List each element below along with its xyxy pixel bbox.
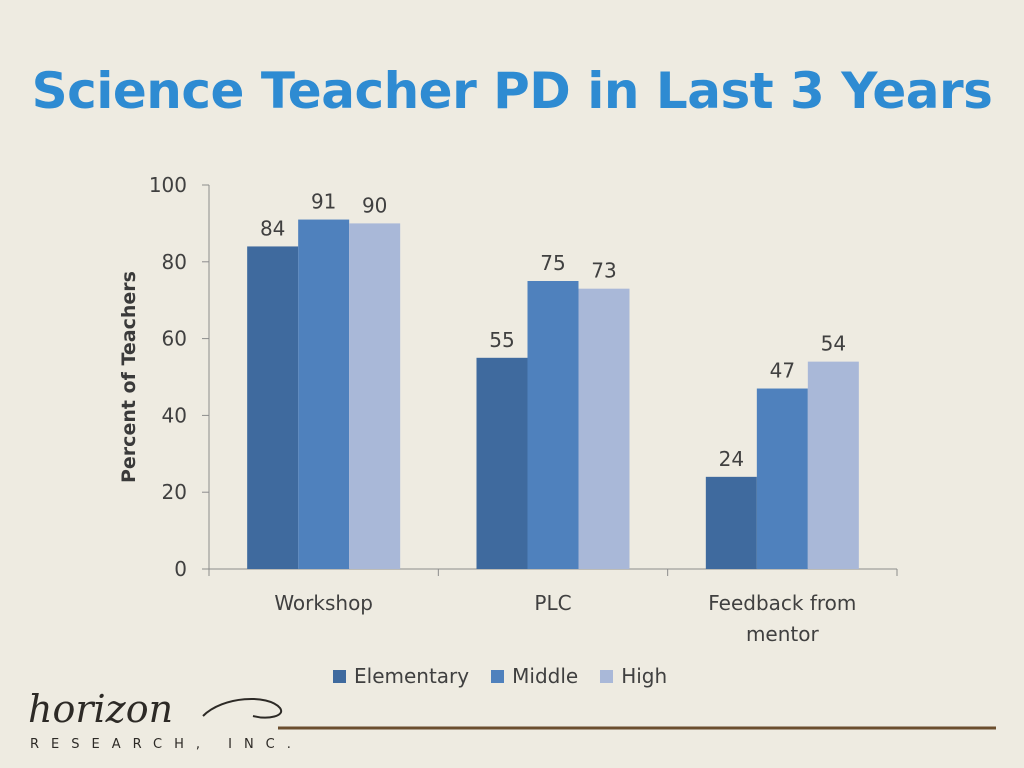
bar <box>349 223 401 569</box>
data-label: 90 <box>362 193 387 217</box>
y-tick-label: 100 <box>149 173 187 197</box>
y-tick-label: 20 <box>162 480 187 504</box>
data-label: 73 <box>591 259 616 283</box>
y-tick-label: 0 <box>174 557 187 581</box>
bar <box>527 281 579 569</box>
legend-item: Middle <box>491 664 578 688</box>
y-tick-label: 40 <box>162 403 187 427</box>
logo-subtitle: RESEARCH, INC. <box>30 737 303 752</box>
data-label: 91 <box>311 190 336 214</box>
legend-swatch <box>491 669 505 683</box>
chart-legend: Elementary Middle High <box>333 664 667 688</box>
y-tick-label: 60 <box>162 327 187 351</box>
data-label: 55 <box>489 328 514 352</box>
y-axis-title: Percent of Teachers <box>118 271 140 483</box>
x-category-label: PLC <box>534 591 571 615</box>
bar <box>247 246 299 569</box>
data-label: 84 <box>260 216 285 240</box>
bar <box>705 476 757 569</box>
slide-title: Science Teacher PD in Last 3 Years <box>31 62 993 120</box>
legend-label: Middle <box>512 664 579 688</box>
data-label: 54 <box>821 332 846 356</box>
bar <box>578 288 630 569</box>
bar <box>298 219 350 569</box>
logo-wordmark: horizon <box>28 687 173 731</box>
x-category-label: Workshop <box>274 591 373 615</box>
legend-item: Elementary <box>333 664 469 688</box>
legend-item: High <box>600 664 667 688</box>
legend-swatch <box>600 669 614 683</box>
y-tick-label: 80 <box>162 250 187 274</box>
legend-swatch <box>333 669 346 683</box>
bar-chart: 0 20 40 60 80 100 Percent of Teachers 84 55 24 91 7… <box>118 173 898 646</box>
bar <box>807 361 859 569</box>
data-label: 75 <box>540 251 565 275</box>
horizon-research-logo: horizon RESEARCH, INC. <box>28 687 996 752</box>
x-category-label: Feedback from mentor <box>708 591 856 646</box>
logo-swoosh <box>202 698 283 719</box>
data-label: 24 <box>719 447 744 471</box>
bar <box>756 388 808 569</box>
legend-label: High <box>621 664 668 688</box>
data-label: 47 <box>770 359 795 383</box>
bar <box>476 357 528 569</box>
legend-label: Elementary <box>354 664 470 688</box>
